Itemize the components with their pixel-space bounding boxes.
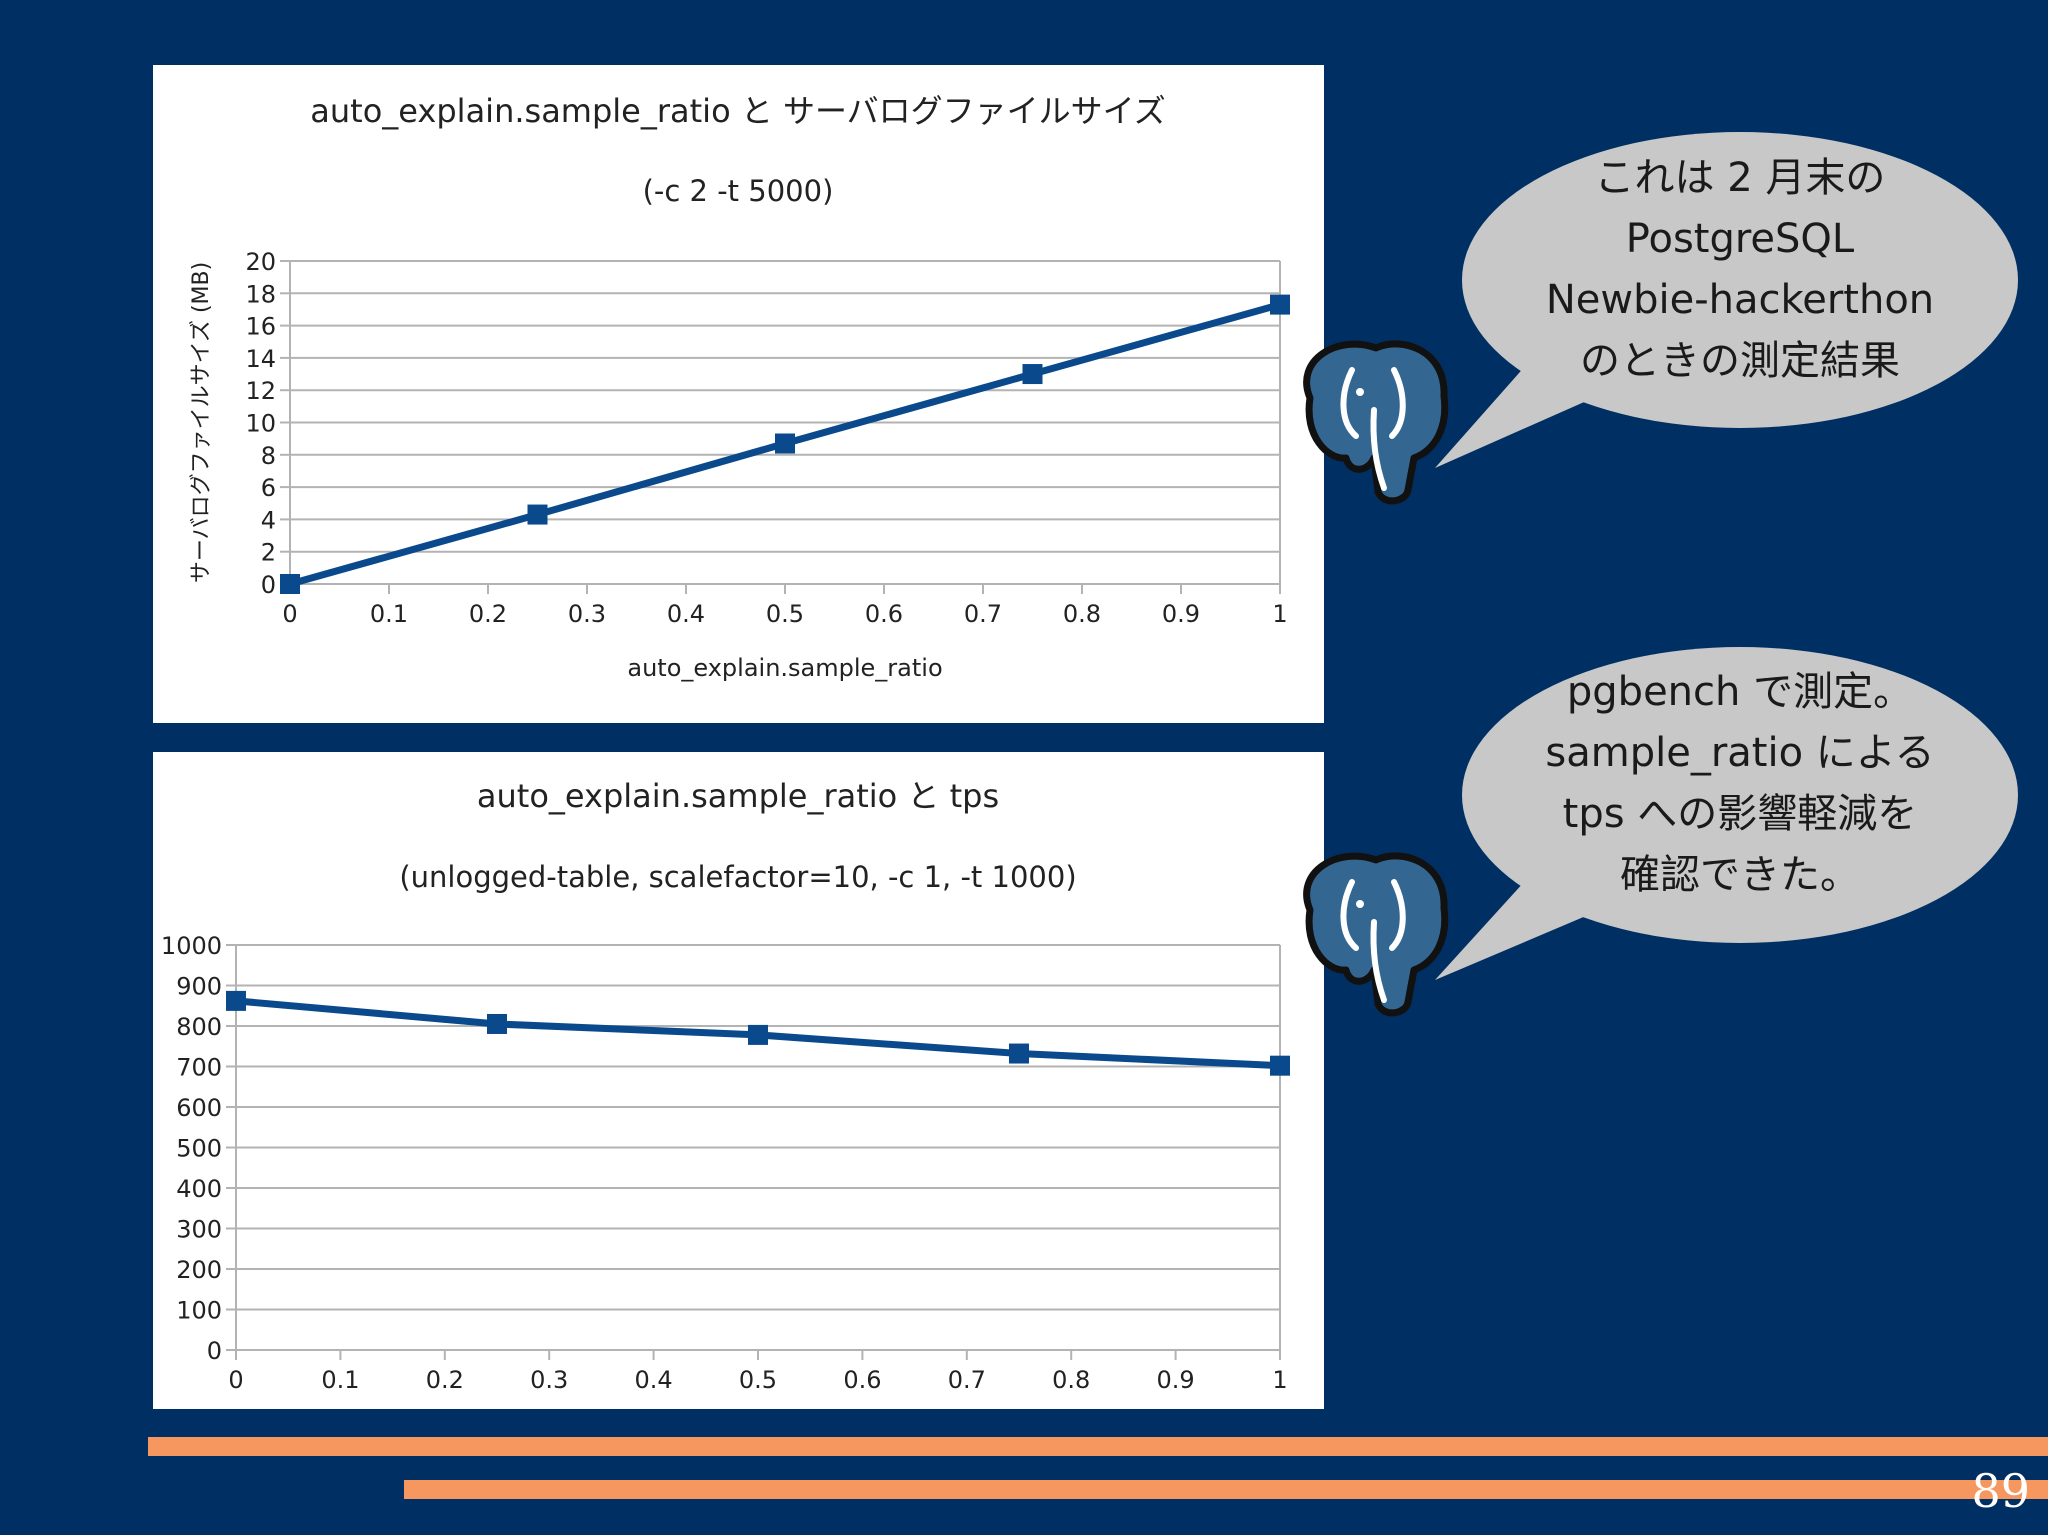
x-tick-label: 0.8 [1063, 600, 1101, 628]
data-point [226, 990, 246, 1011]
y-tick-label: 16 [245, 313, 276, 341]
x-tick-label: 0.5 [739, 1366, 777, 1394]
y-tick-label: 100 [176, 1297, 222, 1325]
x-tick-label: 0.4 [667, 600, 705, 628]
y-tick-label: 200 [176, 1256, 222, 1284]
y-tick-label: 2 [261, 539, 276, 567]
chart-panel-log-size: auto_explain.sample_ratio と サーバログファイルサイズ… [153, 65, 1324, 723]
data-point [280, 574, 300, 594]
y-tick-label: 10 [245, 410, 276, 438]
chart-tps: auto_explain.sample_ratio と tps (unlogged… [161, 777, 1290, 1394]
data-point [1022, 364, 1043, 385]
y-tick-label: 600 [176, 1094, 222, 1122]
chart-subtitle: (-c 2 -t 5000) [643, 174, 834, 208]
y-tick-label: 6 [261, 474, 276, 502]
bubble-1-text: これは 2 月末の PostgreSQL Newbie-hackerthon の… [1510, 148, 1970, 392]
postgresql-elephant-icon [1303, 340, 1449, 505]
bubble-1-line: PostgreSQL [1625, 216, 1855, 262]
bubble-2-line: tps への影響軽減を [1562, 791, 1918, 837]
bubble-2-line: pgbench で測定。 [1566, 669, 1914, 715]
x-tick-label: 0 [282, 600, 297, 628]
chart-log-size: auto_explain.sample_ratio と サーバログファイルサイズ… [189, 92, 1290, 682]
data-point [527, 504, 548, 525]
y-tick-label: 14 [245, 345, 276, 373]
y-tick-label: 800 [176, 1013, 222, 1041]
y-tick-label: 500 [176, 1135, 222, 1163]
chart-panel-tps: auto_explain.sample_ratio と tps (unlogged… [153, 752, 1324, 1409]
bubble-1-line: これは 2 月末の [1594, 155, 1886, 201]
data-point [1270, 1055, 1290, 1076]
x-tick-label: 0.8 [1052, 1366, 1090, 1394]
y-tick-label: 12 [245, 377, 276, 405]
x-tick-label: 0.7 [948, 1366, 986, 1394]
data-point [1009, 1043, 1029, 1064]
chart-title: auto_explain.sample_ratio と tps [477, 777, 999, 815]
postgresql-elephant-icon [1303, 852, 1449, 1017]
bubble-2-text: pgbench で測定。 sample_ratio による tps への影響軽減… [1510, 662, 1970, 906]
x-tick-label: 0.7 [964, 600, 1002, 628]
y-tick-label: 0 [207, 1337, 222, 1365]
chart-subtitle: (unlogged-table, scalefactor=10, -c 1, -… [399, 860, 1076, 894]
x-tick-label: 0.1 [370, 600, 408, 628]
x-tick-label: 0.2 [426, 1366, 464, 1394]
bubble-2-line: sample_ratio による [1545, 730, 1935, 776]
y-axis-label: サーバログファイルサイズ (MB) [189, 262, 214, 583]
x-tick-label: 0.5 [766, 600, 804, 628]
accent-bar-top [148, 1437, 2048, 1456]
x-tick-label: 1 [1272, 1366, 1287, 1394]
x-tick-label: 0.2 [469, 600, 507, 628]
x-tick-label: 0 [228, 1366, 243, 1394]
y-tick-label: 300 [176, 1216, 222, 1244]
y-tick-label: 900 [176, 973, 222, 1001]
bubble-2-line: 確認できた。 [1620, 852, 1860, 898]
page-number: 89 [1971, 1464, 2030, 1518]
x-tick-label: 0.6 [843, 1366, 881, 1394]
bubble-1-line: Newbie-hackerthon [1545, 277, 1935, 323]
data-point [1270, 294, 1290, 315]
chart-title: auto_explain.sample_ratio と サーバログファイルサイズ [310, 92, 1165, 130]
data-point [487, 1013, 507, 1034]
y-tick-label: 18 [245, 280, 276, 308]
y-tick-label: 1000 [161, 932, 222, 960]
y-tick-label: 700 [176, 1054, 222, 1082]
accent-bar-bottom [404, 1480, 2048, 1499]
x-tick-label: 0.9 [1162, 600, 1200, 628]
x-axis-label: auto_explain.sample_ratio [627, 654, 942, 682]
y-tick-label: 400 [176, 1175, 222, 1203]
y-tick-label: 0 [261, 571, 276, 599]
x-tick-label: 0.4 [635, 1366, 673, 1394]
x-tick-label: 0.3 [530, 1366, 568, 1394]
y-tick-label: 20 [245, 248, 276, 276]
data-point [775, 433, 795, 454]
x-tick-label: 1 [1272, 600, 1287, 628]
bubble-1-line: のときの測定結果 [1580, 338, 1900, 384]
y-tick-label: 8 [261, 442, 276, 470]
x-tick-label: 0.6 [865, 600, 903, 628]
y-tick-label: 4 [261, 506, 276, 534]
data-point [748, 1024, 768, 1045]
x-tick-label: 0.1 [321, 1366, 359, 1394]
x-tick-label: 0.3 [568, 600, 606, 628]
x-tick-label: 0.9 [1157, 1366, 1195, 1394]
